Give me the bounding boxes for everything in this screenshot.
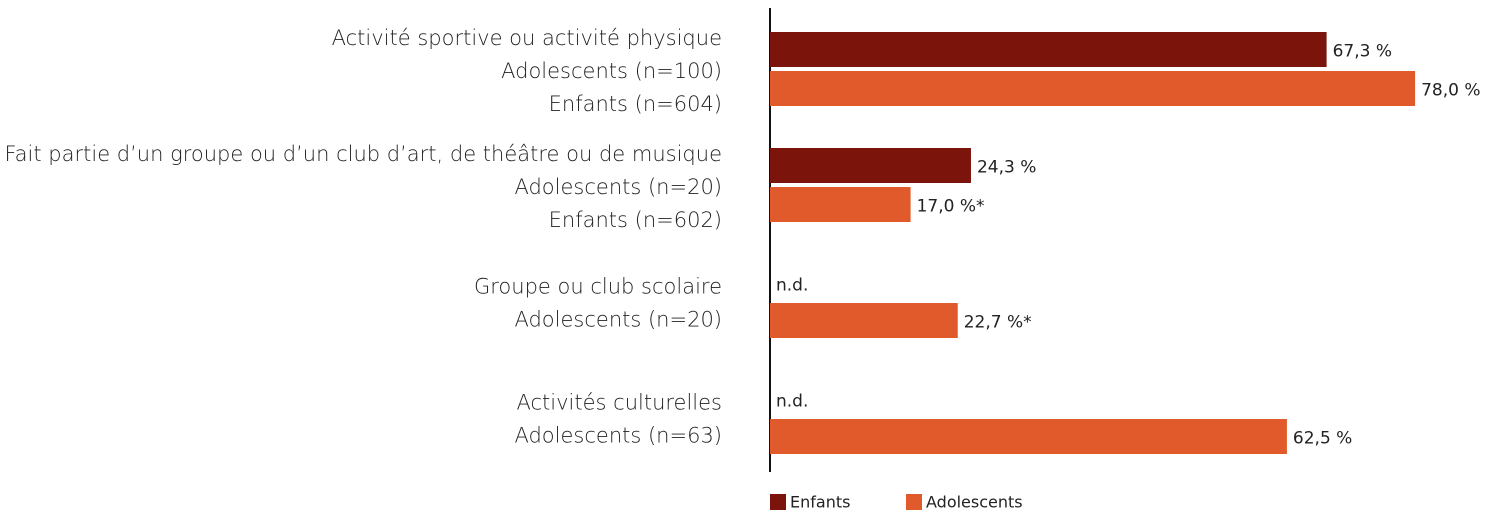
bar (770, 187, 911, 222)
category-label: Enfants (n=604) (549, 92, 722, 116)
value-label: n.d. (776, 392, 808, 412)
category-label: Fait partie d’un groupe ou d’un club d’a… (5, 142, 722, 166)
value-label: 17,0 %* (917, 197, 985, 217)
category-label: Groupe ou club scolaire (474, 275, 722, 299)
category-label: Activités culturelles (517, 391, 723, 415)
legend-swatch (906, 494, 922, 510)
category-label: Adolescents (n=20) (514, 175, 722, 199)
bar (770, 419, 1287, 454)
bar (770, 71, 1416, 106)
category-label: Adolescents (n=63) (514, 424, 722, 448)
bar (770, 32, 1327, 67)
bar (770, 303, 958, 338)
category-label: Activité sportive ou activité physique (332, 26, 722, 50)
category-label: Adolescents (n=20) (514, 308, 722, 332)
legend-label: Adolescents (926, 493, 1023, 512)
legend-label: Enfants (790, 493, 850, 512)
value-label: 24,3 % (977, 158, 1036, 178)
category-label: Enfants (n=602) (549, 208, 722, 232)
value-label: n.d. (776, 276, 808, 296)
bar (770, 148, 971, 183)
value-label: 62,5 % (1293, 429, 1352, 449)
value-label: 67,3 % (1333, 42, 1392, 62)
category-label: Adolescents (n=100) (501, 59, 722, 83)
value-label: 22,7 %* (964, 313, 1032, 333)
value-label: 78,0 % (1421, 81, 1480, 101)
legend-swatch (770, 494, 786, 510)
